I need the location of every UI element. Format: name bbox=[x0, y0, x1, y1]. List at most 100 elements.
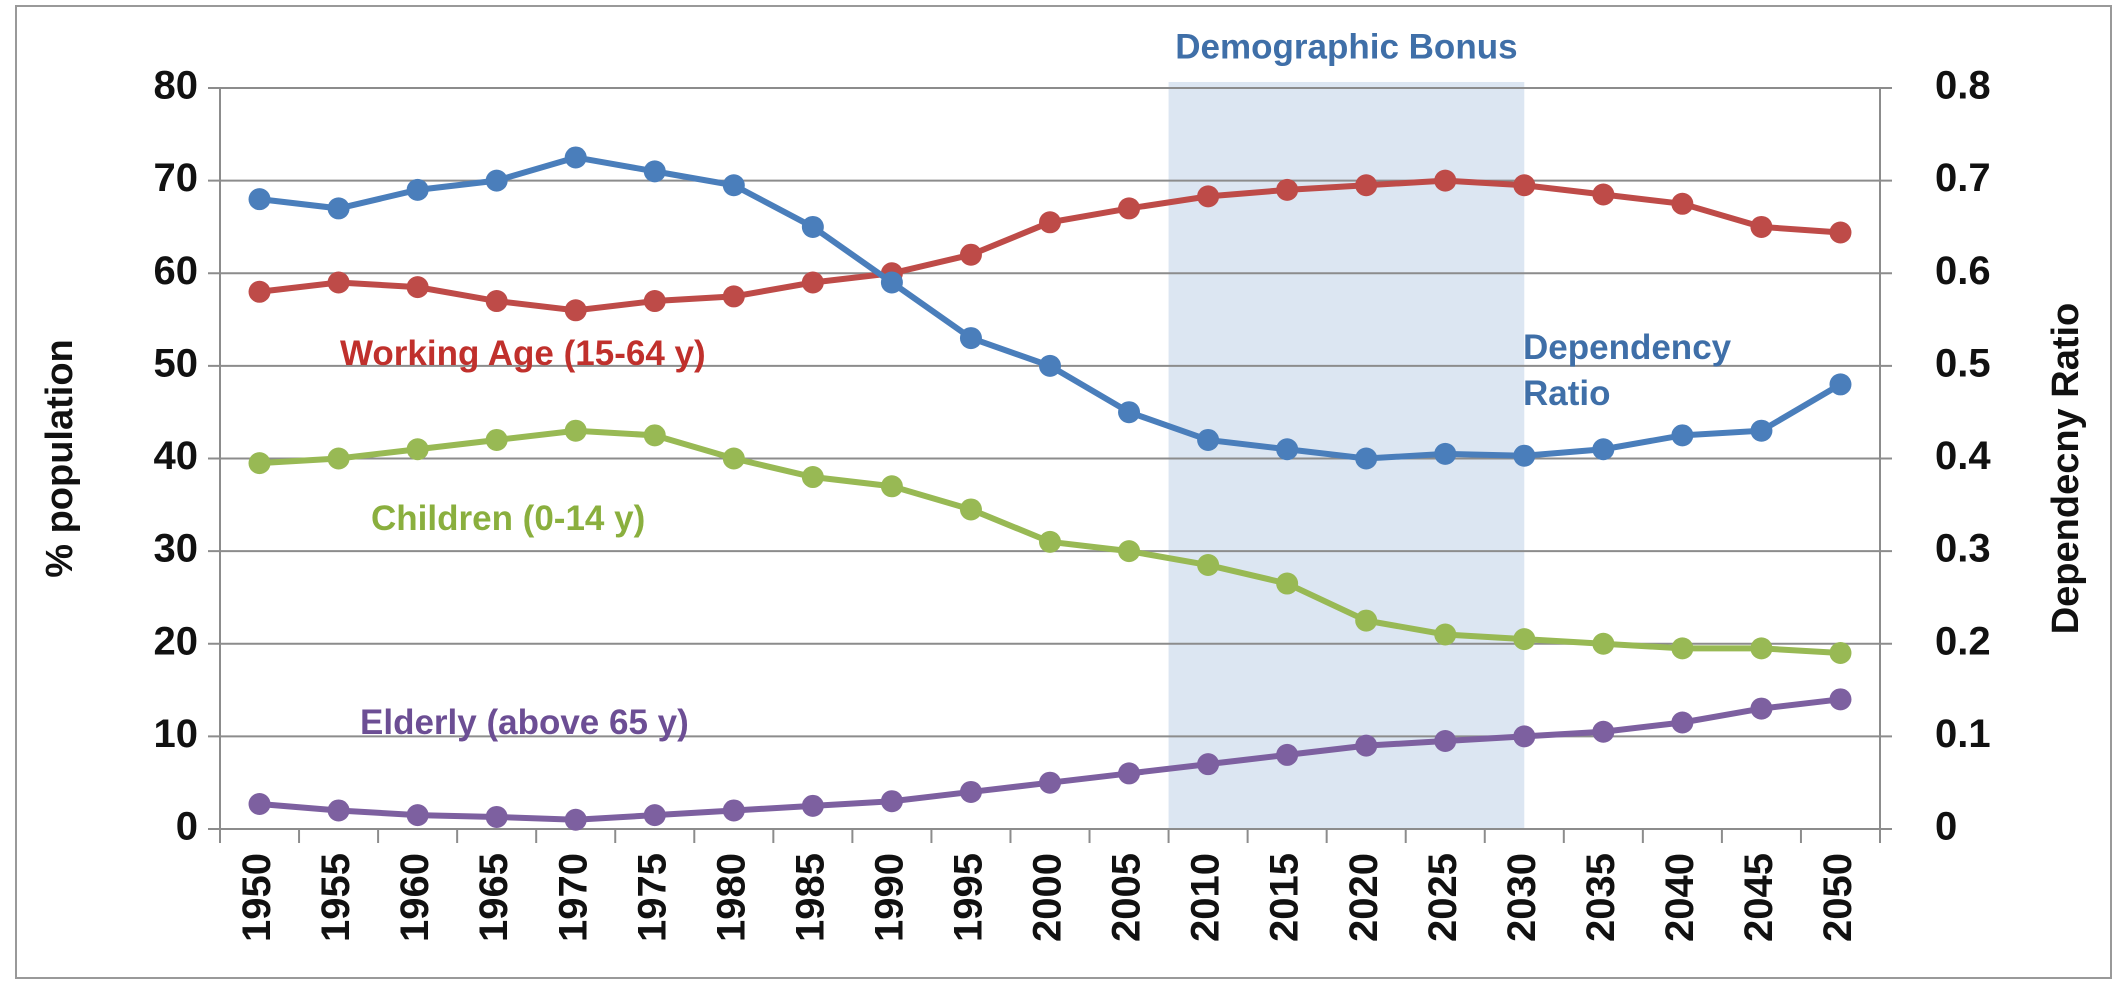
point bbox=[327, 799, 350, 822]
series-label: Working Age (15-64 y) bbox=[340, 334, 706, 373]
point bbox=[1276, 572, 1299, 595]
point bbox=[1513, 628, 1536, 651]
point bbox=[485, 805, 508, 828]
x-tick-label: 2020 bbox=[1342, 853, 1386, 942]
point bbox=[801, 466, 824, 489]
point bbox=[1197, 554, 1220, 577]
x-tick-label: 1975 bbox=[630, 853, 674, 942]
point bbox=[1276, 438, 1299, 461]
point bbox=[801, 215, 824, 238]
point bbox=[406, 178, 429, 201]
y2-tick-label: 0.7 bbox=[1935, 156, 1991, 200]
point bbox=[722, 447, 745, 470]
point bbox=[1592, 720, 1615, 743]
x-tick-label: 2035 bbox=[1579, 853, 1623, 942]
y2-tick-label: 0.6 bbox=[1935, 249, 1991, 293]
point bbox=[485, 169, 508, 192]
point bbox=[1671, 424, 1694, 447]
x-tick-label: 2045 bbox=[1737, 853, 1781, 942]
point bbox=[959, 243, 982, 266]
point bbox=[485, 290, 508, 313]
point bbox=[1355, 609, 1378, 632]
point bbox=[406, 438, 429, 461]
x-tick-label: 1995 bbox=[947, 853, 991, 942]
x-tick-label: 2040 bbox=[1658, 853, 1702, 942]
point bbox=[564, 808, 587, 831]
x-tick-label: 1955 bbox=[314, 853, 358, 942]
point bbox=[1434, 730, 1457, 753]
x-tick-label: 1960 bbox=[393, 853, 437, 942]
point bbox=[1434, 169, 1457, 192]
point bbox=[564, 299, 587, 322]
point bbox=[1355, 734, 1378, 757]
point bbox=[564, 419, 587, 442]
point bbox=[1829, 373, 1852, 396]
point bbox=[327, 197, 350, 220]
x-tick-label: 1965 bbox=[472, 853, 516, 942]
point bbox=[1039, 771, 1061, 794]
x-tick-label: 1950 bbox=[235, 853, 279, 942]
point bbox=[1750, 215, 1773, 238]
point bbox=[1671, 192, 1694, 215]
point bbox=[643, 424, 666, 447]
point bbox=[643, 804, 666, 827]
point bbox=[248, 280, 271, 303]
point bbox=[1118, 762, 1141, 785]
point bbox=[248, 452, 271, 475]
point bbox=[1513, 725, 1536, 748]
point bbox=[1118, 197, 1141, 220]
point bbox=[643, 160, 666, 183]
point bbox=[1118, 401, 1141, 424]
x-tick-label: 2025 bbox=[1421, 853, 1465, 942]
point bbox=[959, 498, 982, 521]
point bbox=[1276, 178, 1299, 201]
point bbox=[959, 780, 982, 803]
x-tick-label: 2030 bbox=[1500, 853, 1544, 942]
y-tick-label: 0 bbox=[176, 805, 198, 849]
y-tick-label: 20 bbox=[154, 619, 199, 663]
frame bbox=[15, 5, 2112, 979]
point bbox=[1039, 211, 1061, 234]
point bbox=[1592, 438, 1615, 461]
shade-label: Demographic Bonus bbox=[1175, 27, 1517, 66]
point bbox=[1197, 185, 1220, 208]
y-tick-label: 50 bbox=[154, 341, 199, 385]
point bbox=[880, 475, 903, 498]
point bbox=[1671, 711, 1694, 734]
point bbox=[248, 188, 271, 211]
y2-tick-label: 0.4 bbox=[1935, 434, 1991, 478]
point bbox=[722, 799, 745, 822]
x-tick-label: 2050 bbox=[1816, 853, 1860, 942]
point bbox=[248, 792, 271, 815]
point bbox=[485, 428, 508, 451]
point bbox=[1434, 623, 1457, 646]
point bbox=[1513, 444, 1536, 467]
point bbox=[1829, 221, 1852, 244]
point bbox=[1750, 697, 1773, 720]
point bbox=[1671, 637, 1694, 660]
point bbox=[1039, 530, 1061, 553]
series-label: Children (0-14 y) bbox=[371, 499, 646, 538]
y2-tick-label: 0.2 bbox=[1935, 619, 1991, 663]
point bbox=[801, 794, 824, 817]
point bbox=[1434, 442, 1457, 465]
y-axis-title: % population bbox=[39, 339, 81, 578]
point bbox=[880, 790, 903, 813]
point bbox=[1592, 183, 1615, 206]
x-tick-label: 1985 bbox=[788, 853, 832, 942]
point bbox=[406, 804, 429, 827]
point bbox=[1829, 688, 1852, 711]
x-tick-label: 1990 bbox=[867, 853, 911, 942]
series-label: Elderly (above 65 y) bbox=[360, 703, 689, 742]
y-tick-label: 80 bbox=[154, 64, 199, 108]
y2-tick-label: 0 bbox=[1935, 805, 1957, 849]
series-label: Dependency Ratio bbox=[1523, 328, 1732, 413]
point bbox=[1118, 540, 1141, 563]
point bbox=[643, 290, 666, 313]
y-tick-label: 10 bbox=[154, 712, 199, 756]
y-tick-label: 30 bbox=[154, 527, 199, 571]
y-tick-label: 70 bbox=[154, 156, 199, 200]
point bbox=[1197, 428, 1220, 451]
x-tick-label: 1970 bbox=[551, 853, 595, 942]
